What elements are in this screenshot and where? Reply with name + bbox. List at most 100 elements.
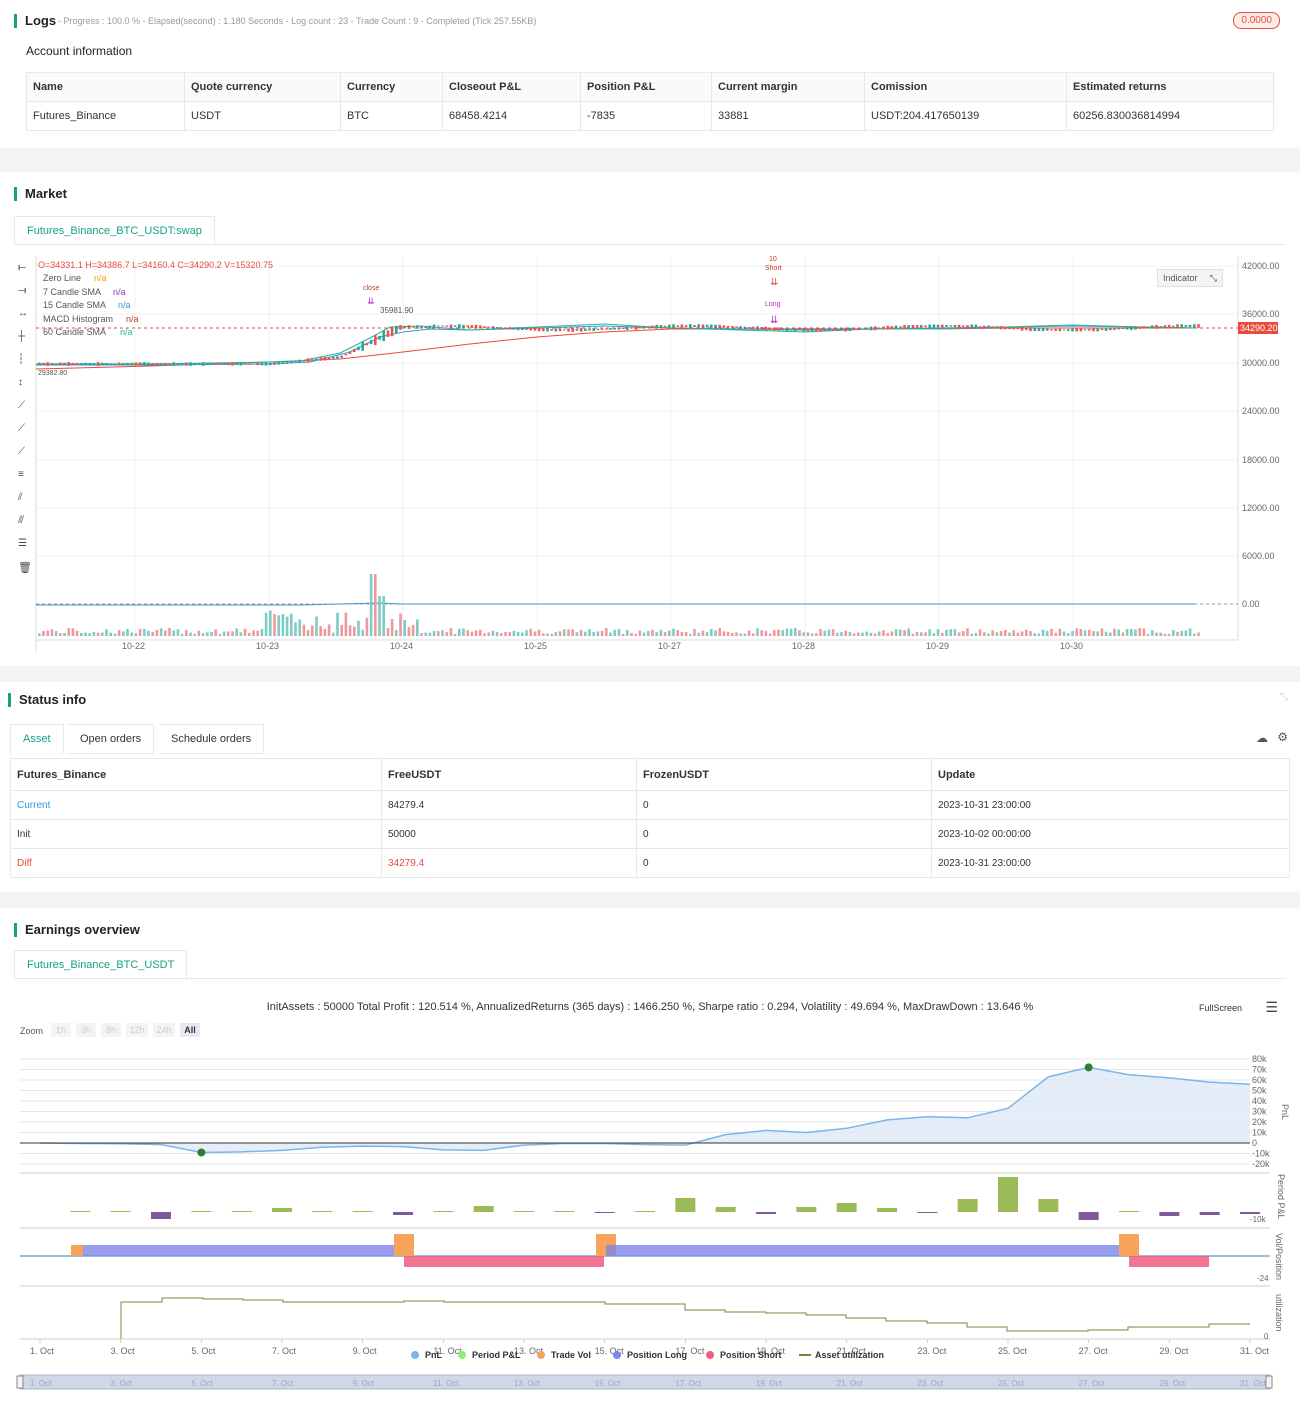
tab-earnings-symbol[interactable]: Futures_Binance_BTC_USDT bbox=[14, 950, 188, 980]
volume-bar bbox=[512, 630, 516, 636]
candle bbox=[54, 363, 58, 365]
navigator-left-handle[interactable] bbox=[16, 1375, 24, 1389]
legend-sma7: 7 Candle SMA bbox=[43, 287, 101, 297]
volume-bar bbox=[151, 631, 154, 636]
zoom-8h[interactable]: 8h bbox=[101, 1023, 121, 1037]
volume-bar bbox=[348, 625, 352, 636]
tab-asset[interactable]: Asset bbox=[10, 724, 64, 754]
legend-item[interactable]: Period P&L bbox=[472, 1350, 521, 1360]
candle bbox=[218, 363, 222, 365]
volume-bar bbox=[747, 630, 751, 636]
candle bbox=[105, 362, 108, 366]
candle bbox=[122, 363, 125, 365]
legend-item[interactable]: Asset utilization bbox=[815, 1350, 884, 1360]
candle bbox=[903, 324, 906, 329]
volume-bar bbox=[474, 630, 478, 636]
candle bbox=[357, 346, 360, 351]
candle bbox=[382, 330, 385, 342]
fullscreen-button[interactable]: FullScreen bbox=[1199, 1003, 1242, 1013]
volume-bar bbox=[936, 629, 940, 636]
candle bbox=[726, 326, 730, 328]
logs-panel: Logs - Progress : 100.0 % - Elapsed(seco… bbox=[0, 0, 1300, 148]
ray-line-tool-icon[interactable]: ⟋ bbox=[18, 446, 25, 457]
tab-schedule-orders[interactable]: Schedule orders bbox=[159, 724, 265, 754]
legend-item[interactable]: Position Short bbox=[720, 1350, 782, 1360]
candle bbox=[529, 328, 532, 331]
navigator-date-tick: 29. Oct bbox=[1159, 1379, 1186, 1388]
candle bbox=[42, 362, 45, 366]
volume-bar bbox=[533, 631, 537, 636]
zoom-3h[interactable]: 3h bbox=[76, 1023, 96, 1037]
refresh-icon[interactable]: ☁ bbox=[1256, 731, 1268, 745]
tab-market-symbol[interactable]: Futures_Binance_BTC_USDT:swap bbox=[14, 216, 215, 246]
volume-bar bbox=[155, 629, 159, 636]
candle bbox=[155, 362, 159, 366]
volume-bar bbox=[126, 628, 129, 636]
zoom-all[interactable]: All bbox=[180, 1023, 200, 1037]
navigator-date-tick: 9. Oct bbox=[353, 1379, 375, 1388]
pnl-tick: 60k bbox=[1252, 1075, 1267, 1085]
arrow-tool-icon[interactable]: ⟋ bbox=[18, 423, 25, 434]
candle bbox=[336, 356, 339, 359]
candle bbox=[487, 326, 490, 328]
settings-icon[interactable]: ⚙ bbox=[1277, 730, 1288, 744]
candle bbox=[453, 325, 457, 327]
volume-bar bbox=[521, 632, 524, 636]
navigator-date-tick: 27. Oct bbox=[1079, 1379, 1106, 1388]
volume-bar bbox=[462, 628, 465, 636]
extended-line-tool-icon[interactable]: ↔ bbox=[18, 308, 28, 319]
zoom-24h[interactable]: 24h bbox=[153, 1023, 175, 1037]
candle bbox=[491, 326, 495, 329]
candle bbox=[672, 324, 675, 329]
trend-line-tool-icon[interactable]: ⟋ bbox=[18, 400, 25, 411]
horizontal-line-tool-icon[interactable]: ⟝ bbox=[18, 262, 27, 273]
price-range-tool-icon[interactable]: ↕ bbox=[18, 377, 23, 388]
legend-item[interactable]: PnL bbox=[425, 1350, 443, 1360]
zoom-1h[interactable]: 1h bbox=[51, 1023, 71, 1037]
candle bbox=[243, 363, 247, 365]
zoom-12h[interactable]: 12h bbox=[126, 1023, 148, 1037]
candle bbox=[462, 324, 465, 328]
navigator-date-tick: 25. Oct bbox=[998, 1379, 1025, 1388]
account-header-row: Name Quote currency Currency Closeout P&… bbox=[26, 72, 1274, 102]
navigator-right-handle[interactable] bbox=[1265, 1375, 1273, 1389]
vertical-segment-tool-icon[interactable]: ┆ bbox=[18, 354, 25, 365]
legend-swatch bbox=[706, 1351, 714, 1359]
tab-open-orders[interactable]: Open orders bbox=[68, 724, 155, 754]
price-tick: 42000.00 bbox=[1242, 261, 1280, 271]
ray-tool-icon[interactable]: ⟞ bbox=[18, 285, 27, 296]
volume-bar bbox=[1054, 632, 1057, 636]
trash-icon[interactable]: 🗑 bbox=[18, 562, 32, 574]
volume-bar bbox=[290, 613, 293, 636]
parallel-channel-tool-icon[interactable]: ⫽ bbox=[18, 492, 23, 503]
collapse-icon[interactable]: ⤡ bbox=[1280, 692, 1288, 703]
volume-bar bbox=[222, 631, 226, 636]
pitchfork-tool-icon[interactable]: ⫻ bbox=[18, 515, 24, 526]
volume-bar bbox=[693, 629, 696, 636]
volume-bar bbox=[424, 632, 427, 636]
candle bbox=[600, 328, 604, 330]
candle bbox=[798, 329, 801, 331]
volume-bar bbox=[235, 628, 238, 636]
volume-bar bbox=[873, 633, 877, 636]
candle bbox=[987, 325, 990, 329]
vertical-line-tool-icon[interactable]: ┼ bbox=[18, 331, 26, 342]
volume-bar bbox=[189, 632, 192, 636]
candle bbox=[840, 328, 843, 331]
legend-item[interactable]: Trade Vol bbox=[551, 1350, 591, 1360]
pnl-min-point bbox=[197, 1148, 206, 1157]
navigator-date-tick: 23. Oct bbox=[917, 1379, 944, 1388]
legend-item[interactable]: Position Long bbox=[627, 1350, 687, 1360]
short-marker-icon: ⇊ bbox=[770, 277, 778, 288]
fullscreen-label: FullScreen bbox=[1198, 1003, 1242, 1013]
fib-tool-icon[interactable]: ≡ bbox=[18, 469, 24, 480]
period-bar bbox=[393, 1212, 413, 1215]
level-lines-tool-icon[interactable]: ☰ bbox=[18, 538, 27, 549]
candle bbox=[67, 362, 70, 366]
volume-bar bbox=[285, 616, 289, 636]
row-label-diff: Diff bbox=[10, 848, 382, 878]
indicator-button[interactable]: Indicator ⤡ bbox=[1157, 269, 1223, 287]
candle bbox=[1037, 327, 1041, 331]
pnl-tick: -10k bbox=[1252, 1149, 1270, 1159]
menu-icon[interactable]: ☰ bbox=[1265, 999, 1278, 1015]
